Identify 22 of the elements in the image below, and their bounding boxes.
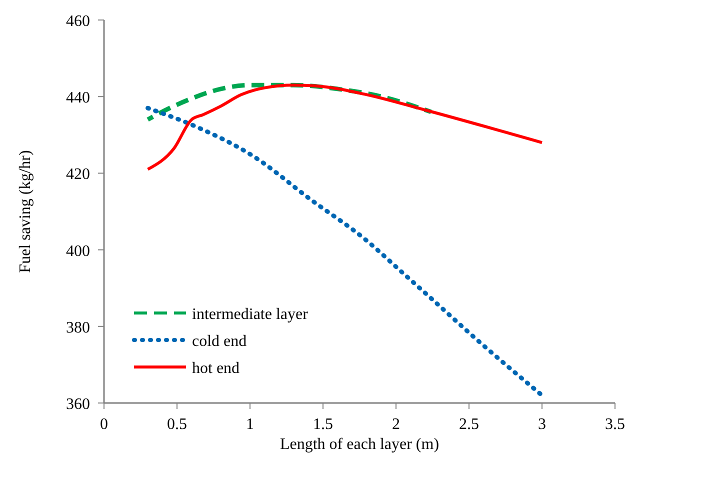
x-tick-label: 0 [100, 416, 108, 433]
legend-label: hot end [192, 360, 240, 377]
x-tick-label: 2 [392, 416, 400, 433]
y-tick-label: 460 [66, 13, 90, 30]
y-tick-label: 380 [66, 319, 90, 336]
x-tick-label: 1 [246, 416, 254, 433]
y-tick-label: 440 [66, 90, 90, 107]
y-axis-title: Fuel saving (kg/hr) [17, 150, 34, 273]
x-tick-label: 3.5 [605, 416, 625, 433]
y-tick-label: 400 [66, 242, 90, 260]
x-tick-label: 1.5 [313, 416, 333, 433]
legend-label: cold end [192, 333, 247, 350]
line-series [146, 84, 544, 171]
line-series [146, 82, 434, 122]
line-series [146, 106, 544, 398]
x-tick-label: 2.5 [459, 416, 479, 433]
y-tick-label: 360 [66, 396, 90, 413]
x-axis-title: Length of each layer (m) [280, 436, 440, 453]
y-tick-label: 420 [66, 166, 90, 184]
x-tick-label: 0.5 [167, 416, 187, 433]
legend-label: intermediate layer [192, 306, 309, 323]
x-tick-label: 3 [538, 416, 546, 433]
